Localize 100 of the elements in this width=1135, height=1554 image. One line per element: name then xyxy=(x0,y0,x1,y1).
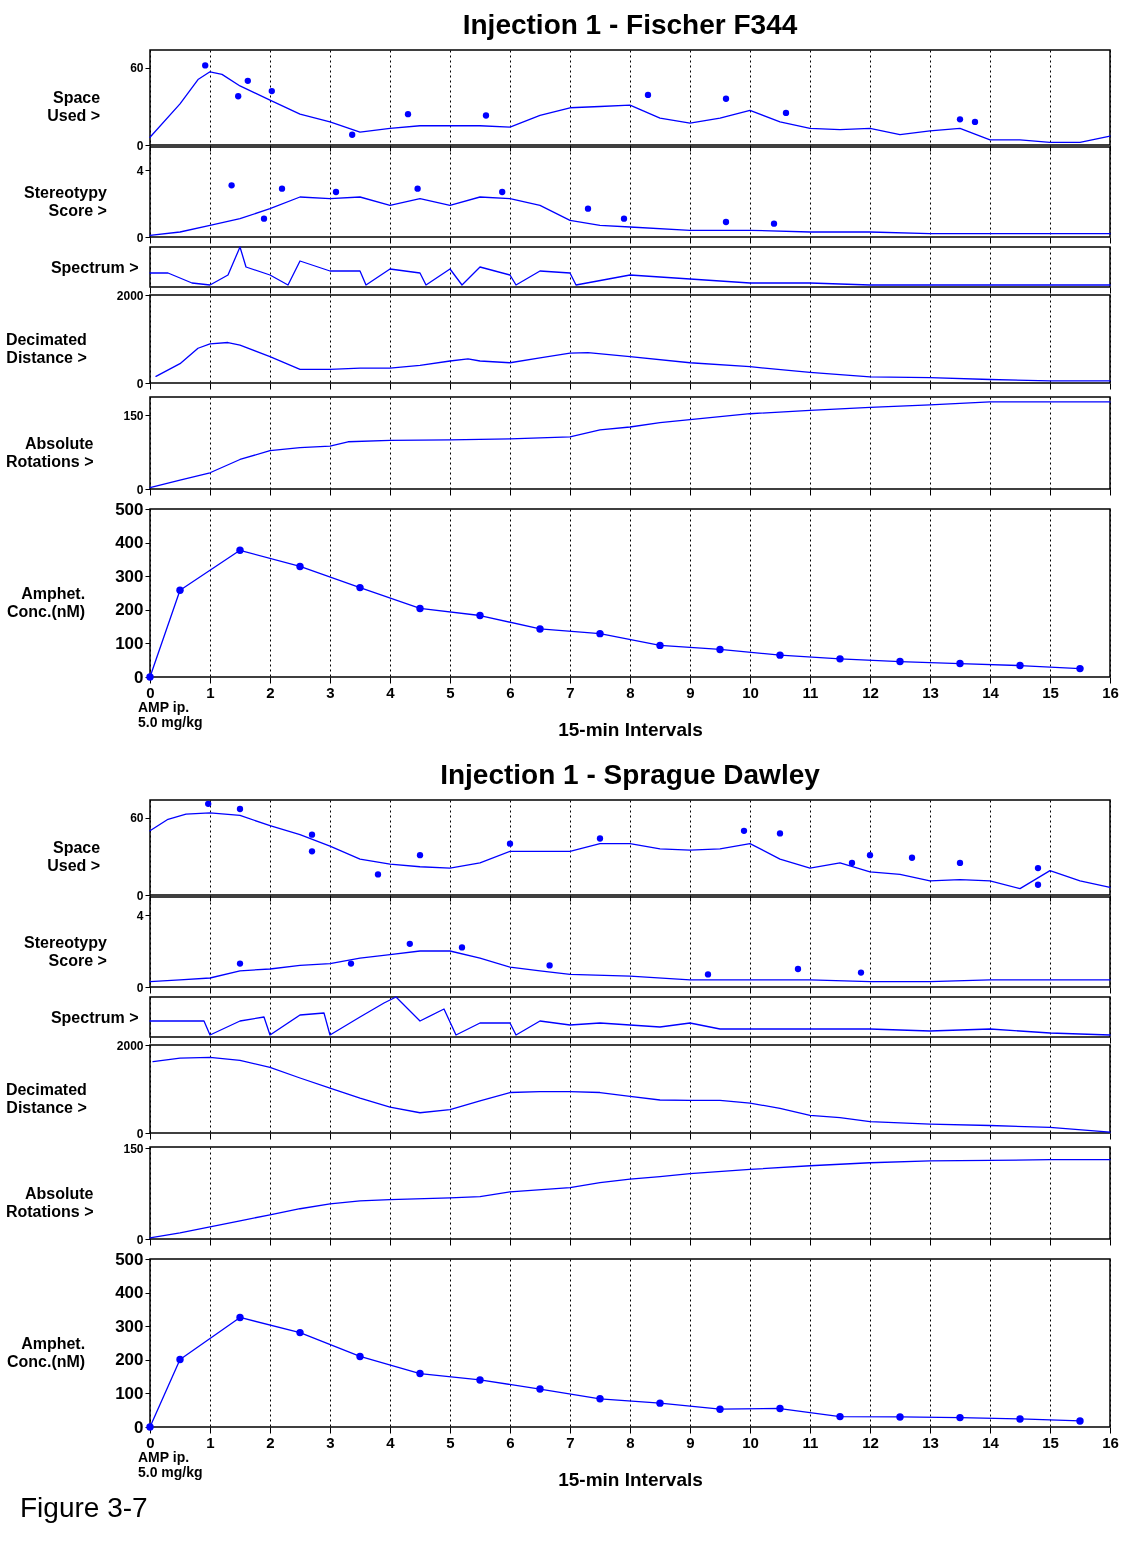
y-axis-title: Stereotypy Score > xyxy=(24,183,107,219)
point xyxy=(794,965,802,973)
point xyxy=(228,182,235,189)
x-tick-label: 16 xyxy=(1102,1433,1119,1451)
text: AMP ip. xyxy=(138,699,190,715)
point xyxy=(202,62,209,69)
point xyxy=(347,960,355,967)
point xyxy=(782,109,790,117)
y-tick-label: 200 xyxy=(115,600,144,620)
point xyxy=(971,118,979,126)
point xyxy=(416,604,424,613)
y-tick-label: 0 xyxy=(136,980,144,995)
point xyxy=(476,1376,484,1384)
y-axis-title: Amphet. Conc.(nM) xyxy=(6,1334,86,1370)
x-tick-label: 13 xyxy=(922,1433,939,1451)
y-tick-label: 200 xyxy=(115,1350,144,1370)
y-tick-label: 0 xyxy=(134,1417,144,1437)
x-tick-label: 8 xyxy=(626,1433,635,1451)
y-tick-label: 0 xyxy=(134,667,144,687)
x-tick-label: 2 xyxy=(266,1433,275,1451)
line-series xyxy=(149,950,1111,983)
x-tick-label: 12 xyxy=(862,1433,879,1451)
point xyxy=(620,215,628,222)
point xyxy=(596,629,604,638)
x-tick-label: 4 xyxy=(386,683,396,701)
point xyxy=(896,657,904,666)
point xyxy=(349,131,356,138)
x-tick-label: 16 xyxy=(1102,683,1119,701)
point xyxy=(506,840,514,847)
y-axis-title: Stereotypy Score > xyxy=(24,933,107,969)
y-axis-title: Spectrum > xyxy=(50,1008,139,1026)
x-tick-label: 3 xyxy=(326,1433,335,1451)
point xyxy=(1034,881,1042,888)
point xyxy=(416,1369,424,1378)
point xyxy=(1016,661,1024,670)
point xyxy=(546,962,553,969)
y-tick-label: 0 xyxy=(136,482,144,497)
point xyxy=(374,871,382,878)
y-axis-title: Decimated Distance > xyxy=(5,1080,87,1116)
y-tick-label: 100 xyxy=(115,1383,144,1403)
point xyxy=(476,611,484,620)
x-tick-label: 11 xyxy=(802,1433,819,1451)
point xyxy=(1016,1415,1024,1423)
line-series xyxy=(149,196,1111,236)
x-tick-label: 7 xyxy=(566,683,575,701)
line-series xyxy=(152,1056,1111,1133)
point xyxy=(244,77,251,84)
x-tick-label: 14 xyxy=(982,1433,1000,1451)
point xyxy=(236,546,244,555)
point xyxy=(236,805,244,813)
point xyxy=(722,218,730,226)
text: AMP ip. xyxy=(138,1449,190,1465)
point xyxy=(308,831,316,838)
chart-title: Injection 1 - Sprague Dawley xyxy=(440,759,821,790)
y-axis-title: Space Used > xyxy=(47,89,101,124)
y-axis-title: Amphet. Conc.(nM) xyxy=(6,584,86,620)
x-tick-label: 9 xyxy=(686,683,695,701)
point xyxy=(956,859,964,867)
y-tick-label: 400 xyxy=(115,1283,144,1303)
point xyxy=(956,1413,964,1422)
point xyxy=(332,188,340,196)
point xyxy=(704,971,712,978)
y-tick-label: 400 xyxy=(115,533,144,553)
chart-title: Injection 1 - Fischer F344 xyxy=(462,9,798,40)
point xyxy=(857,969,865,976)
point xyxy=(776,1404,784,1413)
y-tick-label: 0 xyxy=(136,376,144,391)
y-tick-label: 60 xyxy=(130,811,144,826)
point xyxy=(740,827,748,834)
point xyxy=(205,800,212,808)
point xyxy=(536,1385,544,1393)
y-tick-label: 2000 xyxy=(116,288,144,303)
point xyxy=(956,116,964,123)
x-tick-label: 6 xyxy=(506,1433,515,1451)
point xyxy=(356,1352,364,1361)
point xyxy=(716,645,724,654)
point xyxy=(656,641,664,650)
point xyxy=(356,583,364,592)
line-series xyxy=(155,341,1111,382)
x-tick-label: 8 xyxy=(626,683,635,701)
text: 5.0 mg/kg xyxy=(138,714,203,730)
point xyxy=(235,93,242,100)
caption: Figure 3-7 xyxy=(20,1492,148,1523)
point xyxy=(656,1399,664,1407)
y-axis-title: Space Used > xyxy=(47,839,101,874)
point xyxy=(956,659,964,668)
point xyxy=(836,655,844,663)
point xyxy=(236,1313,244,1322)
point xyxy=(176,586,184,595)
point xyxy=(296,1328,304,1337)
y-tick-label: 4 xyxy=(136,163,144,178)
point xyxy=(584,205,592,212)
point xyxy=(176,1355,184,1364)
point xyxy=(278,185,286,192)
point xyxy=(414,185,421,192)
point xyxy=(836,1412,844,1421)
y-tick-label: 150 xyxy=(123,1141,144,1156)
line-series xyxy=(149,401,1111,489)
point xyxy=(896,1413,904,1421)
point xyxy=(268,87,275,95)
